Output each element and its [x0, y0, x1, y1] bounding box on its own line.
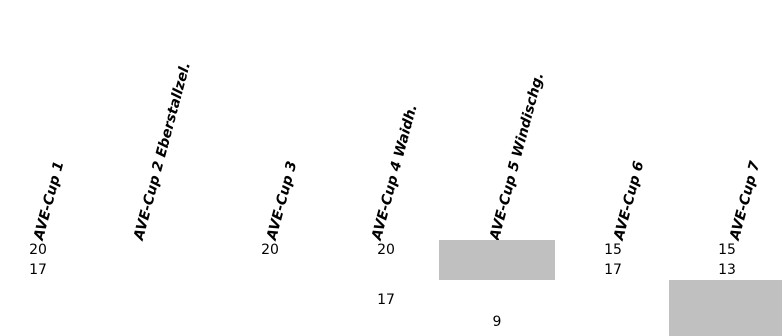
column-header-4: AVE-Cup 4 Waidh.: [369, 102, 421, 242]
column-header-1: AVE-Cup 1: [31, 159, 68, 242]
column-header-7: AVE-Cup 7: [727, 159, 764, 242]
cell-r1-c6: 15: [604, 242, 622, 258]
column-header-5: AVE-Cup 5 Windischg.: [487, 70, 548, 242]
cell-r2-c1: 17: [29, 262, 47, 278]
column-header-2: AVE-Cup 2 Eberstallzel.: [131, 60, 195, 242]
cell-r1-c1: 20: [29, 242, 47, 258]
cell-r2-c7: 13: [718, 262, 736, 278]
cell-r2-c6: 17: [604, 262, 622, 278]
column-header-6: AVE-Cup 6: [611, 159, 648, 242]
cell-r1-c4: 20: [377, 242, 395, 258]
shaded-cell-col-5: [439, 240, 555, 280]
cell-r1-c3: 20: [261, 242, 279, 258]
shaded-cell-col-7: [669, 280, 782, 336]
column-header-3: AVE-Cup 3: [264, 159, 301, 242]
cell-r1-c7: 15: [718, 242, 736, 258]
cell-r5-c5: 9: [492, 314, 502, 330]
cell-r4-c4: 17: [377, 292, 395, 308]
